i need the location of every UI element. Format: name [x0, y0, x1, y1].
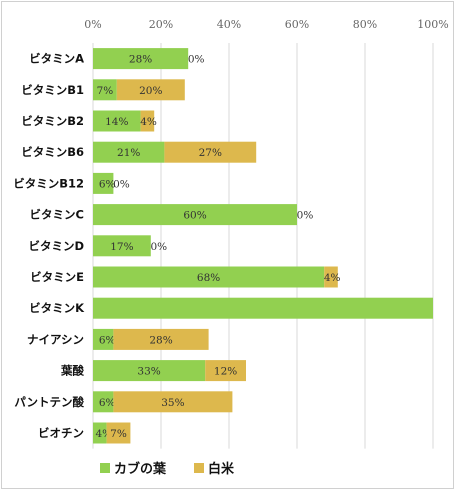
bar-white-rice	[205, 360, 246, 382]
category-label: ビタミンK	[29, 301, 85, 315]
data-label: 60%	[183, 210, 206, 222]
x-tick-label: 20%	[149, 18, 173, 31]
data-label: 14%	[105, 116, 128, 128]
data-label: 33%	[137, 366, 160, 378]
category-label: パントテン酸	[14, 395, 84, 409]
category-label: ビタミンB12	[13, 176, 84, 190]
data-label: 0%	[113, 178, 130, 190]
bar-kabu-leaf	[93, 48, 189, 70]
data-label: 6%	[99, 178, 116, 190]
category-label: ビタミンB1	[21, 83, 84, 97]
legend-swatch	[100, 463, 110, 473]
legend-label: 白米	[208, 461, 235, 477]
data-label: 7%	[97, 85, 114, 97]
data-label: 4%	[140, 116, 157, 128]
data-label: 17%	[110, 241, 133, 253]
bar-kabu-leaf	[93, 204, 297, 226]
x-tick-label: 100%	[417, 18, 448, 31]
bar-white-rice	[164, 141, 257, 163]
data-label: 6%	[99, 397, 116, 409]
data-label: 21%	[117, 147, 140, 159]
x-tick-label: 0%	[84, 18, 101, 31]
x-tick-label: 60%	[285, 18, 309, 31]
bar-kabu-leaf	[93, 360, 206, 382]
x-axis-ticks: 0% 20% 40% 60% 80% 100%	[84, 18, 448, 31]
bar-kabu-leaf	[93, 79, 117, 101]
data-label: 12%	[214, 366, 237, 378]
category-label: ビタミンA	[29, 52, 84, 66]
category-label: ビタミンD	[28, 239, 84, 253]
data-label: 0%	[297, 210, 314, 222]
data-label: 27%	[199, 147, 222, 159]
data-label: 35%	[161, 397, 184, 409]
data-label: 0%	[188, 54, 205, 66]
data-label: 20%	[139, 85, 162, 97]
category-label: ナイアシン	[27, 332, 84, 346]
legend-label: カブの葉	[114, 461, 167, 477]
bar-kabu-leaf	[93, 141, 165, 163]
bar-kabu-leaf	[93, 422, 107, 444]
bar-kabu-leaf	[93, 328, 114, 350]
data-label: 0%	[150, 241, 167, 253]
bar-kabu-leaf	[93, 110, 141, 132]
bar-white-rice	[106, 422, 131, 444]
bar-white-rice	[324, 266, 338, 288]
x-tick-label: 80%	[353, 18, 377, 31]
category-label: ビタミンB2	[21, 114, 84, 128]
bar-kabu-leaf	[93, 235, 151, 257]
data-label: 28%	[149, 334, 172, 346]
x-tick-label: 40%	[217, 18, 241, 31]
bar-kabu-leaf	[93, 266, 325, 288]
legend-swatch	[194, 463, 204, 473]
bar-kabu-leaf	[93, 172, 114, 194]
bar-white-rice	[113, 391, 233, 413]
bar-kabu-leaf	[93, 297, 433, 319]
bar-white-rice	[116, 79, 185, 101]
bar-white-rice	[113, 328, 209, 350]
data-label: 6%	[99, 334, 116, 346]
data-label: 68%	[197, 272, 220, 284]
category-label: ビオチン	[38, 426, 84, 440]
bars: 28% 0%7% 20%14% 4%21% 27%6%0%60% 0%17% 0%68% 4%…	[93, 48, 433, 444]
bar-kabu-leaf	[93, 391, 114, 413]
bar-white-rice	[140, 110, 155, 132]
category-labels: ビタミンA ビタミンB1 ビタミンB2 ビタミンB6 ビタミンB12 ビタミンC ビタミンD…	[13, 52, 85, 440]
data-label: 7%	[110, 428, 127, 440]
data-label: 28%	[129, 54, 152, 66]
category-label: 葉酸	[60, 364, 84, 378]
data-label: 4%	[324, 272, 341, 284]
category-label: ビタミンC	[30, 208, 84, 222]
legend: カブの葉 白米	[100, 461, 235, 477]
category-label: ビタミンE	[30, 270, 84, 284]
category-label: ビタミンB6	[21, 145, 84, 159]
